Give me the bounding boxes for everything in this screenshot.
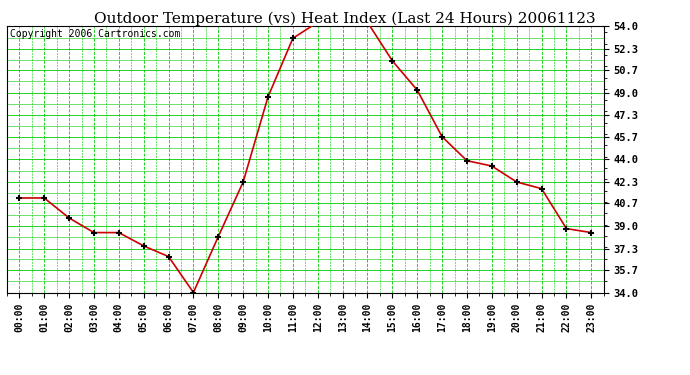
Text: Outdoor Temperature (vs) Heat Index (Last 24 Hours) 20061123: Outdoor Temperature (vs) Heat Index (Las… <box>95 11 595 26</box>
Text: Copyright 2006 Cartronics.com: Copyright 2006 Cartronics.com <box>10 29 180 39</box>
